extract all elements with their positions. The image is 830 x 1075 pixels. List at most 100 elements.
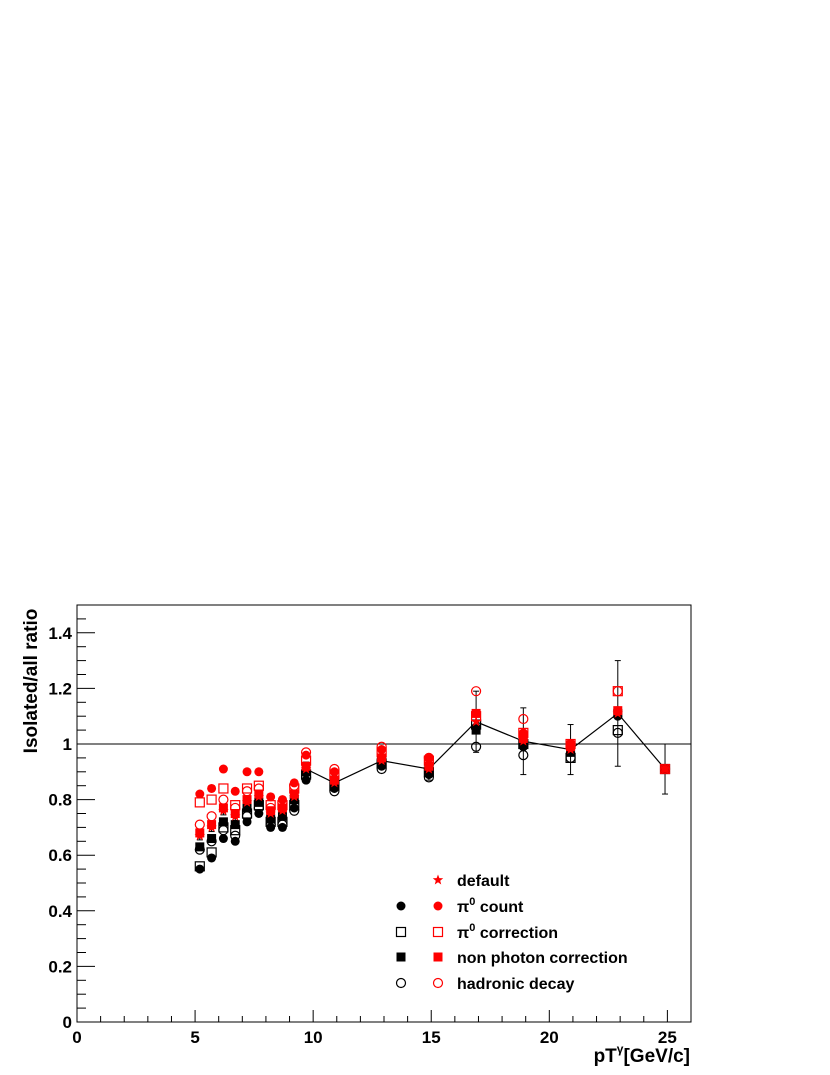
point-default-star — [206, 821, 217, 832]
point-open-square-red — [218, 783, 229, 794]
x-tick-label: 15 — [422, 1028, 441, 1047]
point-filled-circle-red — [301, 750, 311, 760]
point-filled-circle-red — [218, 764, 228, 774]
legend-label: default — [457, 873, 510, 890]
point-open-circle-black — [471, 741, 482, 752]
legend-marker-black-filled-circle — [396, 901, 406, 911]
point-filled-circle-black — [301, 775, 311, 785]
point-open-circle-red — [423, 752, 434, 764]
point-filled-square-black — [242, 803, 252, 813]
point-filled-circle-black — [207, 853, 217, 863]
point-filled-square-black — [277, 811, 287, 821]
default-series-line — [305, 712, 666, 784]
point-filled-circle-black — [242, 817, 252, 827]
point-open-square-red — [241, 783, 253, 794]
y-tick-label: 0.6 — [48, 846, 72, 865]
point-open-circle-red — [376, 741, 387, 752]
point-default-star — [194, 830, 206, 841]
point-filled-square-black — [254, 797, 264, 807]
point-default-star — [265, 808, 276, 818]
point-filled-square-black — [218, 817, 228, 827]
point-default-star — [253, 791, 265, 802]
point-default-star — [329, 777, 340, 788]
legend-marker-black-open-square — [395, 926, 407, 938]
point-open-circle-black — [518, 750, 529, 761]
point-open-circle-red — [329, 763, 340, 775]
point-default-star — [289, 791, 300, 802]
point-open-circle-black — [218, 825, 229, 836]
point-default-star — [470, 716, 482, 727]
point-open-circle-red — [289, 780, 300, 791]
point-open-circle-black — [253, 802, 264, 814]
point-open-circle-black — [265, 819, 276, 830]
point-default-star — [300, 763, 312, 774]
point-open-circle-black — [230, 830, 241, 841]
point-open-circle-red — [241, 786, 253, 797]
point-default-star — [423, 763, 435, 774]
point-filled-square-black — [289, 795, 299, 805]
x-tick-label: 5 — [190, 1028, 199, 1047]
point-filled-circle-black — [277, 822, 287, 832]
y-tick-label: 0 — [63, 1013, 72, 1032]
point-open-circle-black — [289, 805, 300, 816]
point-open-circle-black — [565, 752, 576, 764]
point-default-star — [565, 744, 576, 755]
point-open-circle-black — [241, 811, 253, 822]
point-filled-square-black — [230, 820, 240, 830]
point-open-circle-red — [300, 747, 312, 758]
point-open-square-black — [194, 861, 205, 872]
point-open-circle-black — [194, 844, 205, 855]
y-tick-label: 0.4 — [48, 902, 72, 921]
point-filled-circle-red — [289, 778, 299, 788]
y-tick-label: 1.4 — [48, 624, 72, 643]
y-tick-label: 1.2 — [48, 679, 72, 698]
point-open-circle-red — [612, 686, 623, 697]
point-filled-square-black — [266, 814, 276, 824]
point-open-square-black — [612, 724, 623, 736]
point-filled-square-red — [471, 708, 481, 718]
point-open-circle-black — [612, 727, 623, 738]
legend: default π0 count π0 correction non photon c… — [395, 873, 628, 993]
point-open-square-black — [206, 847, 217, 858]
x-tick-label: 10 — [304, 1028, 323, 1047]
point-filled-circle-black — [218, 834, 228, 844]
point-open-circle-black — [423, 772, 434, 783]
point-open-circle-black — [206, 836, 217, 847]
point-filled-square-black — [566, 747, 576, 757]
x-axis-title: pTγ[GeV/c] — [594, 1042, 690, 1067]
legend-label: π0 correction — [457, 922, 558, 942]
point-filled-square-black — [195, 842, 205, 852]
point-filled-circle-red — [230, 786, 240, 796]
point-default-star — [376, 755, 387, 766]
point-filled-circle-red — [254, 767, 264, 777]
point-open-circle-red — [518, 713, 529, 725]
y-tick-label: 0.2 — [48, 957, 72, 976]
legend-label: π0 count — [457, 896, 524, 916]
point-filled-square-black — [207, 834, 217, 844]
legend-marker-black-filled-square — [396, 952, 406, 962]
point-filled-circle-black — [230, 836, 240, 846]
point-filled-circle-red — [207, 783, 217, 793]
legend-marker-red-open-square — [432, 926, 444, 938]
point-filled-circle-black — [254, 809, 264, 818]
y-tick-label: 1 — [63, 735, 72, 754]
point-open-circle-red — [194, 819, 205, 830]
data-markers — [194, 660, 671, 874]
point-filled-square-black — [471, 725, 481, 735]
legend-marker-red-star — [432, 874, 444, 885]
x-tick-label: 20 — [540, 1028, 559, 1047]
point-default-star — [518, 735, 529, 746]
point-default-star — [277, 805, 288, 816]
legend-marker-red-filled-circle — [433, 901, 443, 911]
legend-marker-red-filled-square — [433, 952, 443, 962]
x-tick-label: 0 — [72, 1028, 81, 1047]
legend-marker-black-open-circle — [395, 977, 407, 989]
axes: 0 5 10 15 20 25 0 0.2 0.4 0.6 0.8 1 1.2 1.4 — [48, 604, 692, 1047]
point-open-circle-black — [300, 772, 312, 783]
point-open-circle-black — [329, 786, 340, 797]
point-filled-circle-red — [195, 789, 205, 799]
point-default-star — [659, 763, 671, 774]
legend-label: hadronic decay — [457, 976, 574, 993]
point-default-star — [229, 810, 241, 821]
point-open-square-red — [194, 797, 205, 808]
